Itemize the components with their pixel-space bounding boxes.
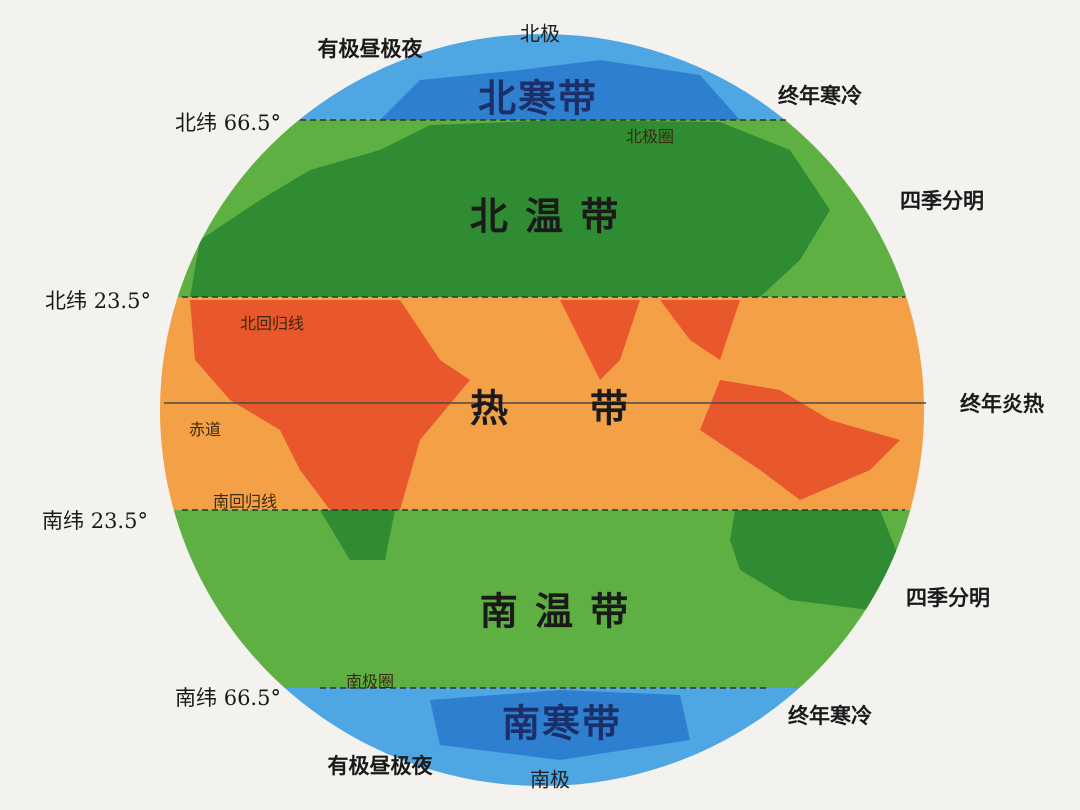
africa-south-land: [320, 510, 395, 560]
arctic-circle-label: 北极圈: [625, 127, 675, 146]
tropic-cancer-label: 北回归线: [239, 314, 305, 333]
north-temperate-zone-label: 北 温 带: [469, 194, 621, 239]
north-frigid-feature: 终年寒冷: [778, 84, 862, 108]
latitude-s66-label: 南纬 66.5°: [175, 686, 281, 710]
australia-land: [730, 510, 900, 610]
antarctica-land: [430, 690, 690, 760]
latitude-s23-label: 南纬 23.5°: [42, 509, 148, 533]
north-daylight-label: 有极昼极夜: [317, 37, 423, 61]
south-frigid-feature: 终年寒冷: [788, 704, 872, 728]
south-daylight-label: 有极昼极夜: [327, 754, 433, 778]
north-frigid-zone-label: 北寒带: [477, 76, 599, 121]
tropical-feature: 终年炎热: [960, 392, 1044, 416]
south-pole-label: 南极: [530, 767, 570, 792]
south-temperate-feature: 四季分明: [906, 586, 990, 610]
north-pole-label: 北极: [520, 21, 560, 46]
south-asia-land: [560, 300, 900, 500]
tropical-zone-label: 热 带: [469, 386, 631, 431]
tropic-capricorn-label: 南回归线: [212, 492, 278, 511]
africa-land: [190, 300, 470, 510]
eurasia-land: [190, 120, 830, 297]
north-temperate-feature: 四季分明: [900, 189, 984, 213]
south-frigid-zone-label: 南寒带: [501, 701, 623, 746]
equator-label: 赤道: [188, 420, 222, 439]
arctic-land: [380, 60, 740, 120]
antarctic-circle-label: 南极圈: [345, 672, 395, 691]
latitude-n66-label: 北纬 66.5°: [175, 111, 281, 135]
south-temperate-zone-label: 南 温 带: [479, 589, 631, 634]
latitude-n23-label: 北纬 23.5°: [45, 289, 151, 313]
